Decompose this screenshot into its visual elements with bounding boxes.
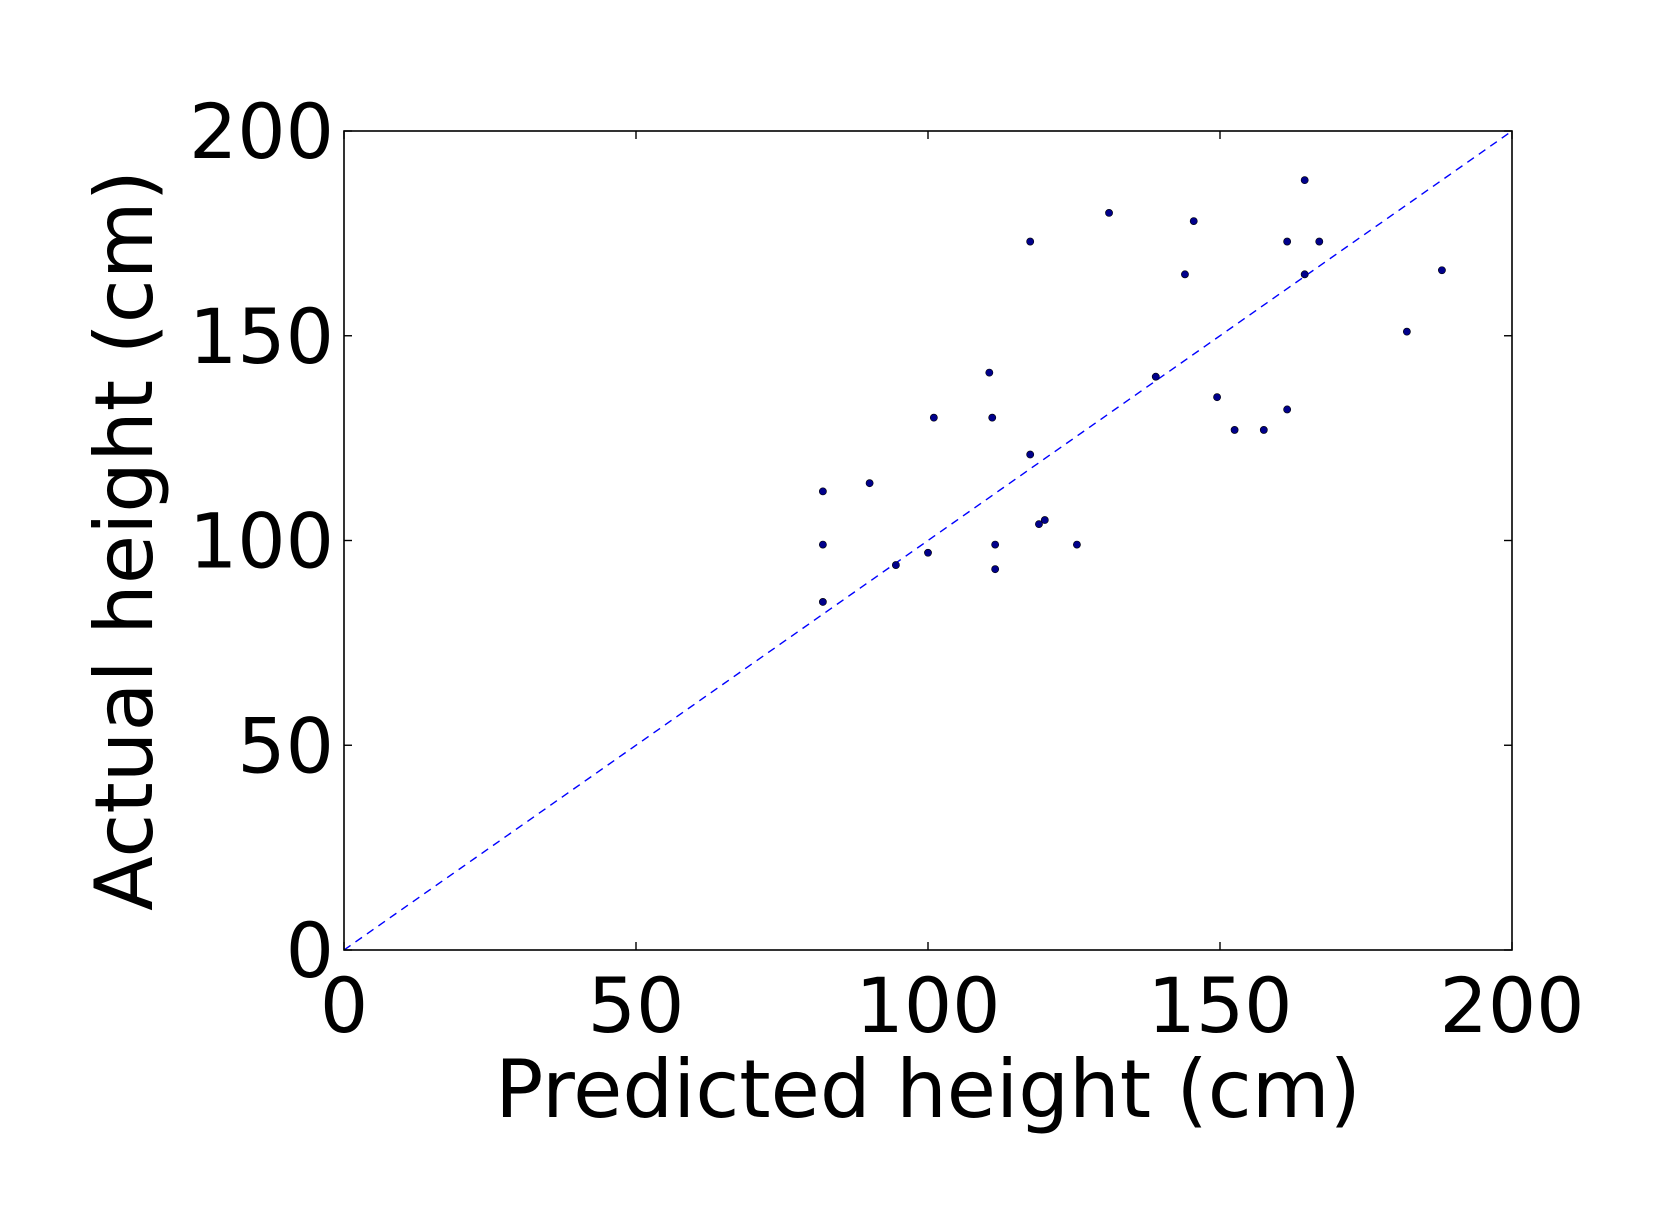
y-tick-label: 50 xyxy=(237,701,334,790)
data-point xyxy=(1026,450,1035,459)
data-point xyxy=(1315,237,1324,246)
data-point xyxy=(991,540,1000,549)
y-axis-label: Actual height (cm) xyxy=(78,170,171,911)
x-tick-label: 150 xyxy=(1147,961,1292,1050)
data-point xyxy=(818,598,827,606)
y-tick-labels: 0 50 100 150 200 xyxy=(189,87,334,995)
data-point xyxy=(985,368,994,377)
data-point xyxy=(1259,426,1268,434)
reference-line xyxy=(343,130,1513,951)
data-point xyxy=(1026,237,1035,246)
x-tick-label: 0 xyxy=(320,961,368,1050)
data-point xyxy=(1283,405,1292,414)
data-point xyxy=(1073,540,1081,549)
data-point xyxy=(1283,237,1292,246)
data-point xyxy=(1189,217,1198,225)
y-tick-label: 200 xyxy=(189,87,334,176)
y-tick-label: 0 xyxy=(286,906,334,995)
data-point xyxy=(818,540,827,549)
x-axis-label: Predicted height (cm) xyxy=(495,1043,1361,1136)
data-point xyxy=(1035,520,1043,529)
points-layer xyxy=(818,176,1446,606)
y-tick-label: 150 xyxy=(189,292,334,381)
data-point xyxy=(1300,176,1309,185)
data-point xyxy=(1151,372,1160,381)
reference-line-layer xyxy=(343,130,1513,951)
data-point xyxy=(988,413,997,422)
data-point xyxy=(924,548,932,557)
data-point xyxy=(1213,393,1221,402)
data-point xyxy=(1438,266,1446,275)
data-point xyxy=(1040,516,1049,524)
data-point xyxy=(1181,270,1189,279)
data-point xyxy=(891,561,900,569)
data-point xyxy=(1300,270,1309,279)
x-tick-labels: 0 50 100 150 200 xyxy=(320,961,1585,1050)
data-point xyxy=(818,487,827,496)
y-tick-label: 100 xyxy=(189,497,334,586)
data-point xyxy=(1105,208,1113,217)
data-point xyxy=(929,413,938,422)
ticks-layer xyxy=(343,130,1513,951)
data-point xyxy=(1230,426,1239,434)
data-point xyxy=(991,565,1000,574)
x-tick-label: 50 xyxy=(588,961,685,1050)
data-point xyxy=(1402,327,1411,336)
x-tick-label: 200 xyxy=(1439,961,1584,1050)
data-point xyxy=(865,479,874,488)
x-tick-label: 100 xyxy=(855,961,1000,1050)
